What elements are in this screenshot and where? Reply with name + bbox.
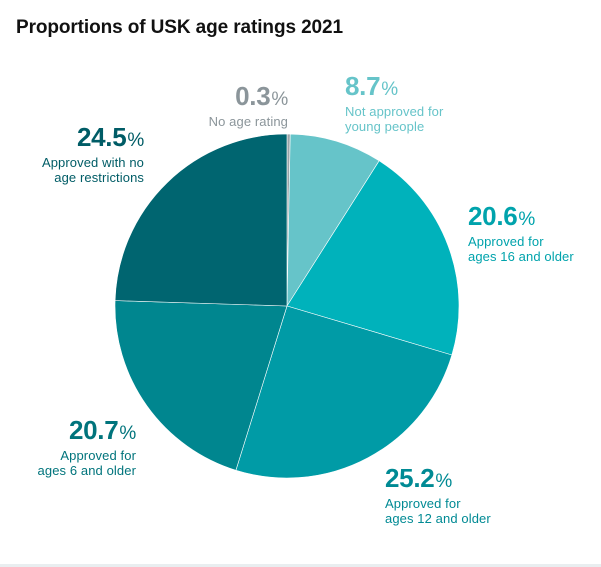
label-value: 25.2% [385,463,453,493]
slice-no-restrictions [114,133,288,307]
slice-ages-16 [286,160,460,356]
label-value: 24.5% [76,122,144,152]
label-ages-12: 25.2% Approved for ages 12 and older [385,463,535,527]
label-no-restrictions: 24.5% Approved with no age restrictions [10,122,144,186]
label-text: Approved with no age restrictions [41,154,144,185]
label-text: Not approved for young people [345,103,444,134]
label-no-age-rating: 0.3% No age rating [180,81,289,130]
label-value: 20.7% [68,415,136,445]
label-ages-16: 20.6% Approved for ages 16 and older [468,201,598,265]
slice-not-approved-for-young-people [286,133,380,308]
slice-ages-12 [235,305,453,479]
bottom-divider [0,564,601,567]
label-text: No age rating [208,113,288,129]
label-value: 20.6% [468,201,536,231]
label-not-approved-for-young-people: 8.7% Not approved for young people [345,71,485,135]
slice-ages-6 [114,300,288,471]
label-text: Approved for ages 6 and older [37,447,136,478]
chart-title: Proportions of USK age ratings 2021 [16,17,343,38]
label-value: 0.3% [235,81,288,111]
label-text: Approved for ages 16 and older [468,233,574,264]
label-ages-6: 20.7% Approved for ages 6 and older [10,415,137,479]
label-text: Approved for ages 12 and older [385,495,491,526]
label-value: 8.7% [345,71,398,101]
